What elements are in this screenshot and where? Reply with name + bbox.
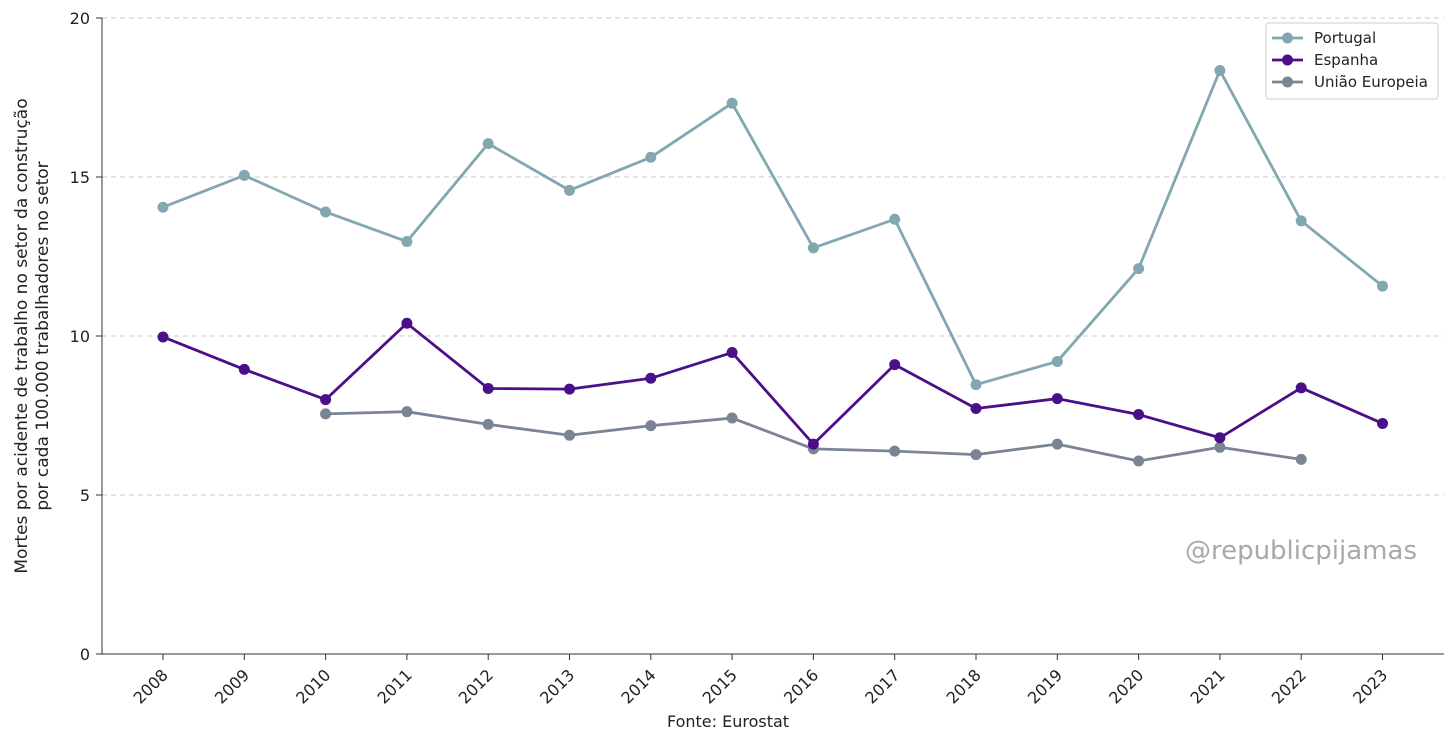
data-point-portugal: [970, 379, 982, 391]
data-point-espanha: [970, 403, 982, 415]
data-point-uniao-europeia: [645, 420, 657, 432]
data-point-uniao-europeia: [401, 406, 413, 418]
legend-label-uniao-europeia: União Europeia: [1314, 73, 1428, 91]
x-tick-label: 2011: [374, 665, 416, 707]
source-label: Fonte: Eurostat: [667, 712, 789, 731]
x-tick-label: 2010: [292, 665, 334, 707]
data-point-portugal: [807, 242, 819, 254]
x-tick-label: 2008: [130, 665, 172, 707]
data-point-espanha: [1133, 409, 1145, 421]
y-tick-label: 20: [70, 9, 90, 28]
data-point-espanha: [726, 347, 738, 359]
data-point-uniao-europeia: [1051, 438, 1063, 450]
data-point-uniao-europeia: [320, 408, 332, 420]
data-point-uniao-europeia: [889, 445, 901, 457]
data-point-espanha: [1051, 393, 1063, 405]
data-point-uniao-europeia: [726, 412, 738, 424]
x-tick-label: 2020: [1105, 665, 1147, 707]
series-line-portugal: [162, 69, 1384, 387]
data-point-espanha: [320, 394, 332, 406]
series: [157, 64, 1388, 467]
data-point-portugal: [1295, 215, 1307, 227]
data-point-portugal: [564, 184, 575, 196]
data-point-espanha: [157, 331, 169, 343]
x-tick-label: 2017: [861, 665, 903, 707]
series-espanha: [157, 317, 1388, 450]
data-point-uniao-europeia: [564, 429, 575, 441]
y-ticks: 0 5 10 15 20: [70, 9, 102, 664]
data-point-portugal: [645, 151, 657, 163]
x-tick-label: 2022: [1268, 665, 1310, 707]
data-point-uniao-europeia: [1295, 453, 1307, 465]
series-uniao-europeia: [320, 406, 1307, 467]
data-point-uniao-europeia: [482, 418, 494, 430]
x-ticks: 2008 2009 2010 2011 2012 2013 2014 2015 2016 2017…: [130, 654, 1391, 708]
legend-marker-portugal: [1282, 32, 1293, 44]
data-point-uniao-europeia: [1133, 455, 1145, 467]
data-point-portugal: [889, 213, 901, 225]
data-point-espanha: [1377, 417, 1388, 429]
data-point-portugal: [482, 138, 494, 150]
data-point-espanha: [1214, 432, 1226, 444]
y-tick-label: 10: [70, 327, 90, 346]
x-tick-label: 2014: [617, 665, 659, 707]
data-point-portugal: [1051, 355, 1063, 367]
legend-entries: Portugal Espanha União Europeia: [1272, 29, 1428, 91]
series-line-espanha: [162, 321, 1384, 446]
data-point-espanha: [645, 372, 657, 384]
y-tick-label: 0: [80, 645, 90, 664]
legend-label-portugal: Portugal: [1314, 29, 1376, 47]
x-tick-label: 2013: [536, 665, 578, 707]
legend-marker-uniao-europeia: [1282, 76, 1293, 88]
data-point-uniao-europeia: [970, 449, 982, 461]
x-tick-label: 2016: [780, 665, 822, 707]
data-point-espanha: [401, 317, 413, 329]
series-portugal: [157, 64, 1388, 391]
data-point-portugal: [157, 201, 169, 213]
legend-label-espanha: Espanha: [1314, 51, 1378, 69]
x-tick-label: 2023: [1349, 665, 1391, 707]
x-tick-label: 2019: [1024, 665, 1066, 707]
legend-marker-espanha: [1282, 54, 1293, 66]
legend-box: [1265, 22, 1439, 100]
y-axis-title-line-2: por cada 100.000 trabalhadores no setor: [33, 161, 53, 510]
x-tick-label: 2009: [211, 665, 253, 707]
x-tick-label: 2015: [699, 665, 741, 707]
y-tick-label: 5: [80, 486, 90, 505]
watermark: @republicpijamas: [1185, 536, 1417, 566]
data-point-uniao-europeia: [1214, 441, 1226, 453]
data-point-espanha: [564, 383, 575, 395]
legend: Portugal Espanha União Europeia: [1265, 22, 1439, 100]
data-point-portugal: [1133, 263, 1145, 275]
data-point-portugal: [726, 97, 738, 109]
y-axis-title-line-1: Mortes por acidente de trabalho no setor…: [12, 98, 32, 573]
x-tick-label: 2018: [943, 665, 985, 707]
data-point-espanha: [807, 438, 819, 450]
data-point-portugal: [401, 236, 413, 248]
y-tick-label: 15: [70, 168, 90, 187]
data-point-portugal: [238, 169, 250, 181]
data-point-espanha: [482, 382, 494, 394]
data-point-portugal: [1214, 64, 1226, 76]
data-point-espanha: [1295, 382, 1307, 394]
data-point-espanha: [238, 363, 250, 375]
x-tick-label: 2021: [1187, 665, 1229, 707]
x-tick-label: 2012: [455, 665, 497, 707]
data-point-portugal: [320, 206, 332, 218]
data-point-portugal: [1377, 280, 1388, 292]
data-point-espanha: [889, 359, 901, 371]
